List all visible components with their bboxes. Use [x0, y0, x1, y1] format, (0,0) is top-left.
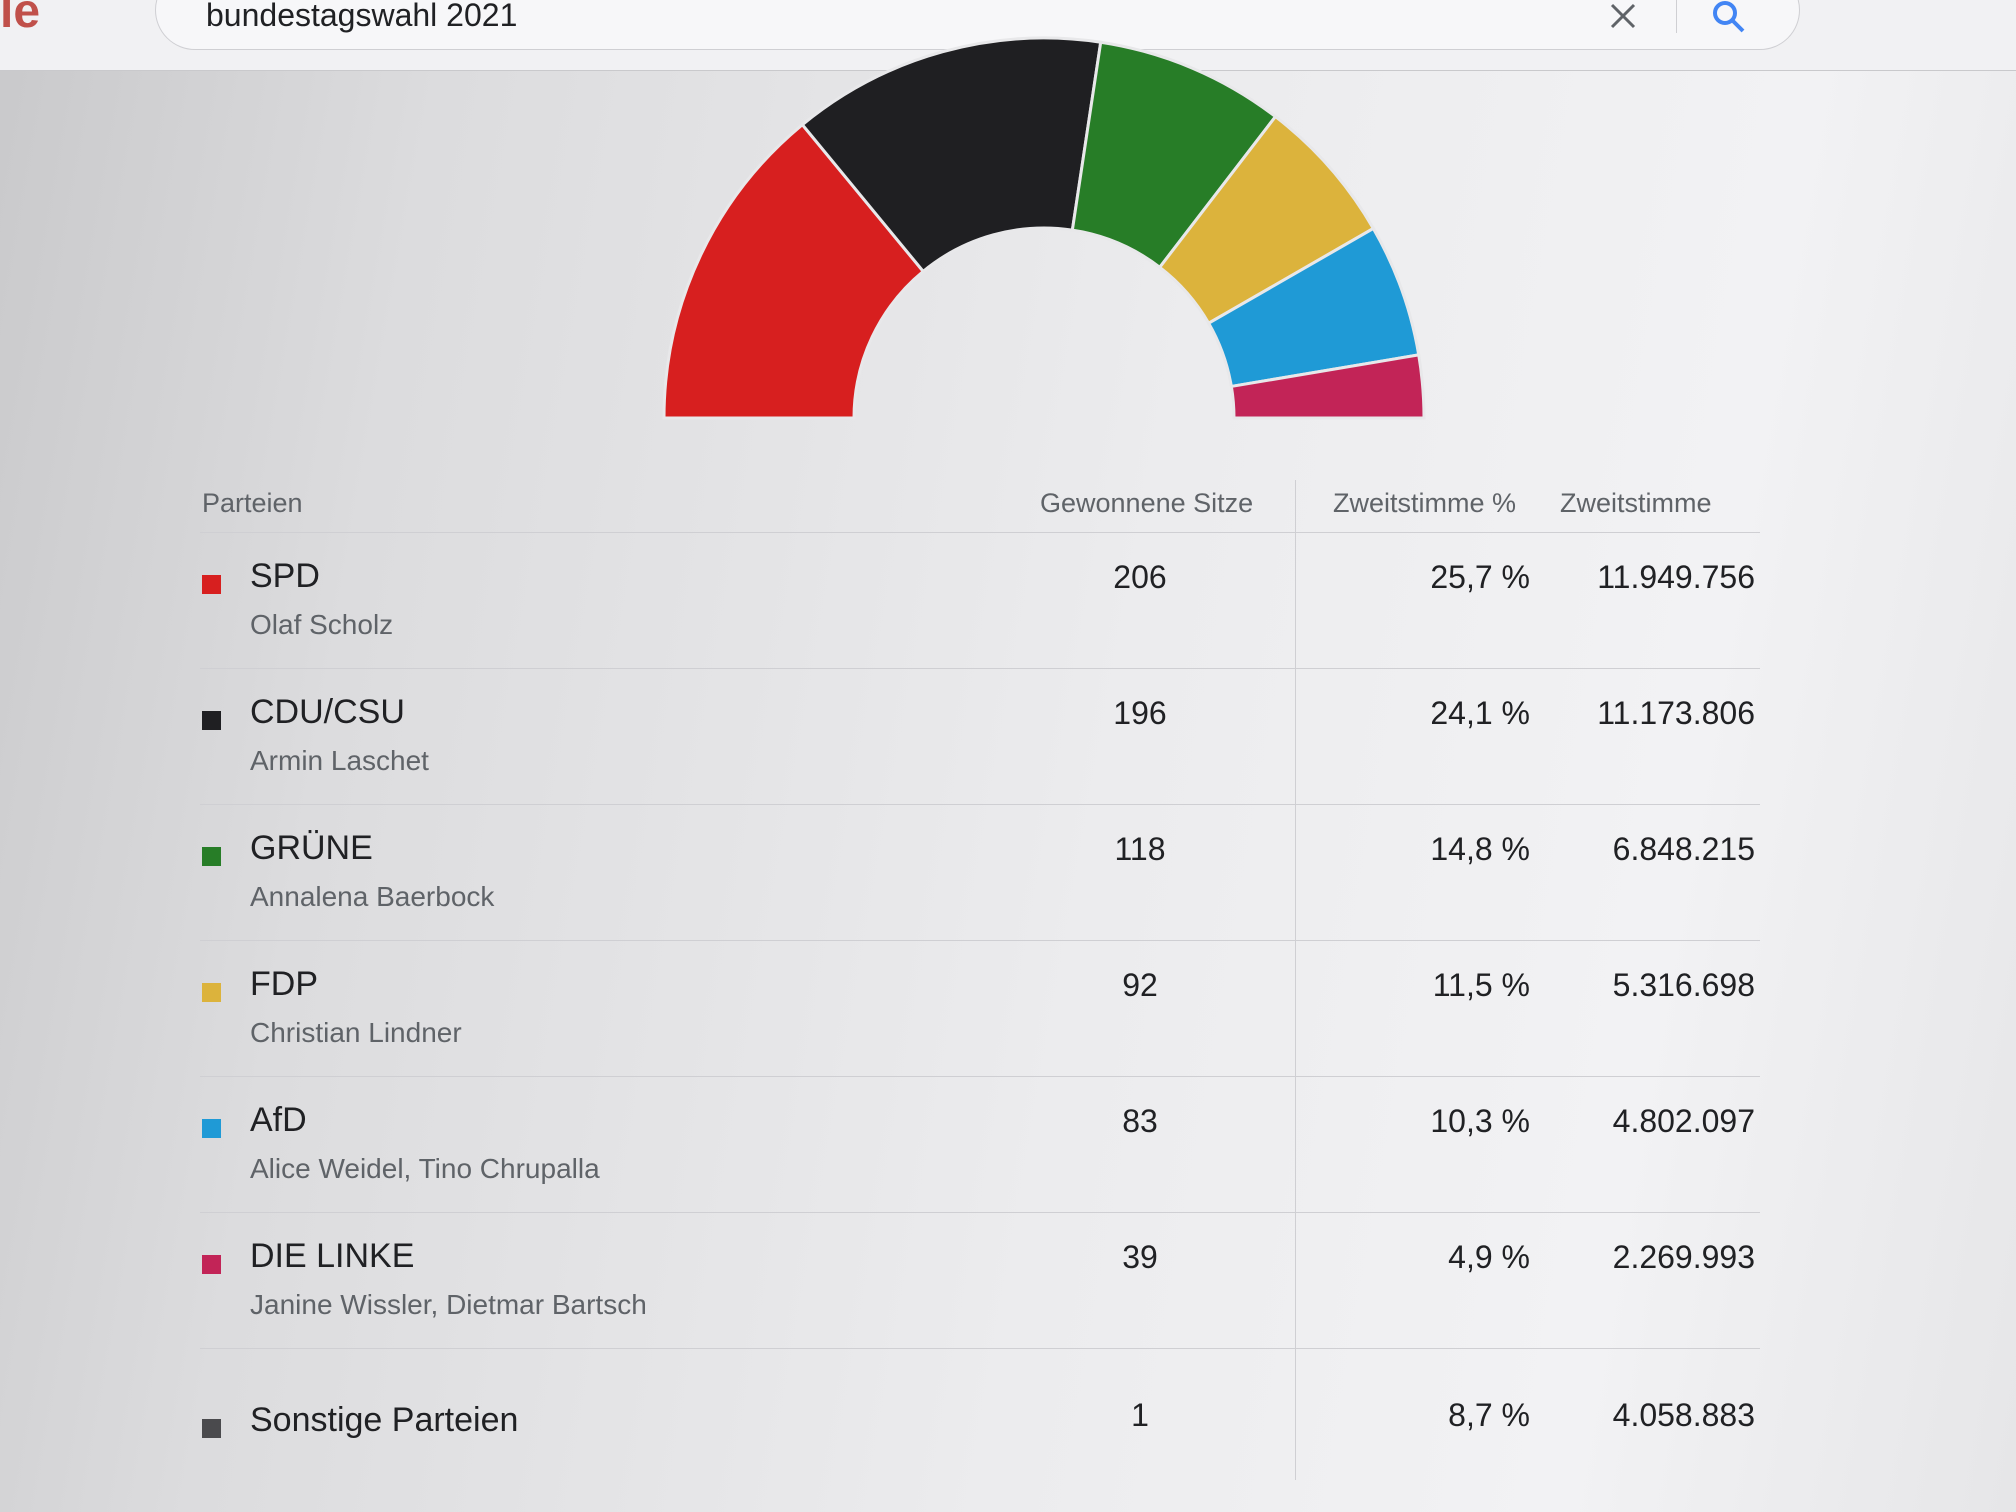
close-icon[interactable]	[1608, 1, 1638, 31]
party-leader: Janine Wissler, Dietmar Bartsch	[250, 1289, 647, 1320]
pct-value: 24,1 %	[1430, 695, 1530, 731]
seat-distribution-chart	[662, 36, 1426, 420]
party-color-swatch	[202, 575, 221, 594]
search-divider	[1676, 0, 1677, 33]
seat-segment-die-linke[interactable]	[1229, 353, 1426, 420]
pct-value: 11,5 %	[1432, 967, 1530, 1003]
search-box[interactable]: bundestagswahl 2021	[155, 0, 1800, 50]
votes-value: 4.058.883	[1612, 1397, 1755, 1433]
party-color-swatch	[202, 847, 221, 866]
party-leader: Armin Laschet	[250, 745, 429, 776]
results-table: Parteien Gewonnene Sitze Zweitstimme % Z…	[200, 480, 1760, 1484]
votes-value: 6.848.215	[1612, 831, 1755, 867]
votes-value: 11.949.756	[1597, 559, 1755, 595]
header-votes: Zweitstimme	[1560, 488, 1712, 518]
party-leader: Olaf Scholz	[250, 609, 394, 640]
votes-value: 2.269.993	[1612, 1239, 1755, 1275]
column-divider	[1295, 480, 1296, 1480]
table-row: DIE LINKE Janine Wissler, Dietmar Bartsc…	[200, 1213, 1760, 1349]
logo[interactable]: le	[0, 0, 41, 38]
header-seats: Gewonnene Sitze	[1040, 488, 1254, 518]
party-name: Sonstige Parteien	[250, 1401, 519, 1439]
party-color-swatch	[202, 1119, 221, 1138]
header-party: Parteien	[202, 488, 303, 518]
party-name: CDU/CSU	[250, 693, 405, 731]
pct-value: 14,8 %	[1430, 831, 1530, 867]
seats-value: 83	[1122, 1103, 1158, 1139]
table-row: SPD Olaf Scholz 206 25,7 % 11.949.756	[200, 533, 1760, 669]
votes-value: 11.173.806	[1597, 695, 1755, 731]
pct-value: 10,3 %	[1430, 1103, 1530, 1139]
table-row: GRÜNE Annalena Baerbock 118 14,8 % 6.848…	[200, 805, 1760, 941]
seats-value: 206	[1113, 559, 1167, 595]
party-color-swatch	[202, 1255, 221, 1274]
pct-value: 25,7 %	[1430, 559, 1530, 595]
table-row: Sonstige Parteien 1 8,7 % 4.058.883	[200, 1349, 1760, 1484]
seat-segment-spd[interactable]	[662, 122, 926, 420]
party-color-swatch	[202, 983, 221, 1002]
party-color-swatch	[202, 1419, 221, 1438]
party-name: DIE LINKE	[250, 1237, 415, 1275]
seats-value: 118	[1114, 831, 1166, 867]
party-name: AfD	[250, 1101, 307, 1139]
party-color-swatch	[202, 711, 221, 730]
header-pct: Zweitstimme %	[1333, 488, 1517, 518]
seat-segment-cdu-csu[interactable]	[800, 36, 1103, 274]
party-leader: Annalena Baerbock	[250, 881, 495, 912]
votes-value: 5.316.698	[1612, 967, 1755, 1003]
party-leader: Alice Weidel, Tino Chrupalla	[250, 1153, 600, 1184]
party-name: GRÜNE	[250, 829, 373, 867]
seats-value: 1	[1131, 1397, 1149, 1433]
party-name: FDP	[250, 965, 318, 1003]
seats-value: 92	[1122, 967, 1158, 1003]
party-leader: Christian Lindner	[250, 1017, 462, 1048]
seats-value: 196	[1113, 695, 1167, 731]
search-icon[interactable]	[1711, 0, 1747, 35]
seats-value: 39	[1122, 1239, 1158, 1275]
search-input[interactable]: bundestagswahl 2021	[206, 0, 518, 33]
party-name: SPD	[250, 557, 320, 595]
table-row: FDP Christian Lindner 92 11,5 % 5.316.69…	[200, 941, 1760, 1077]
pct-value: 4,9 %	[1448, 1239, 1530, 1275]
table-row: AfD Alice Weidel, Tino Chrupalla 83 10,3…	[200, 1077, 1760, 1213]
table-header: Parteien Gewonnene Sitze Zweitstimme % Z…	[200, 480, 1760, 533]
pct-value: 8,7 %	[1448, 1397, 1530, 1433]
table-row: CDU/CSU Armin Laschet 196 24,1 % 11.173.…	[200, 669, 1760, 805]
votes-value: 4.802.097	[1612, 1103, 1755, 1139]
